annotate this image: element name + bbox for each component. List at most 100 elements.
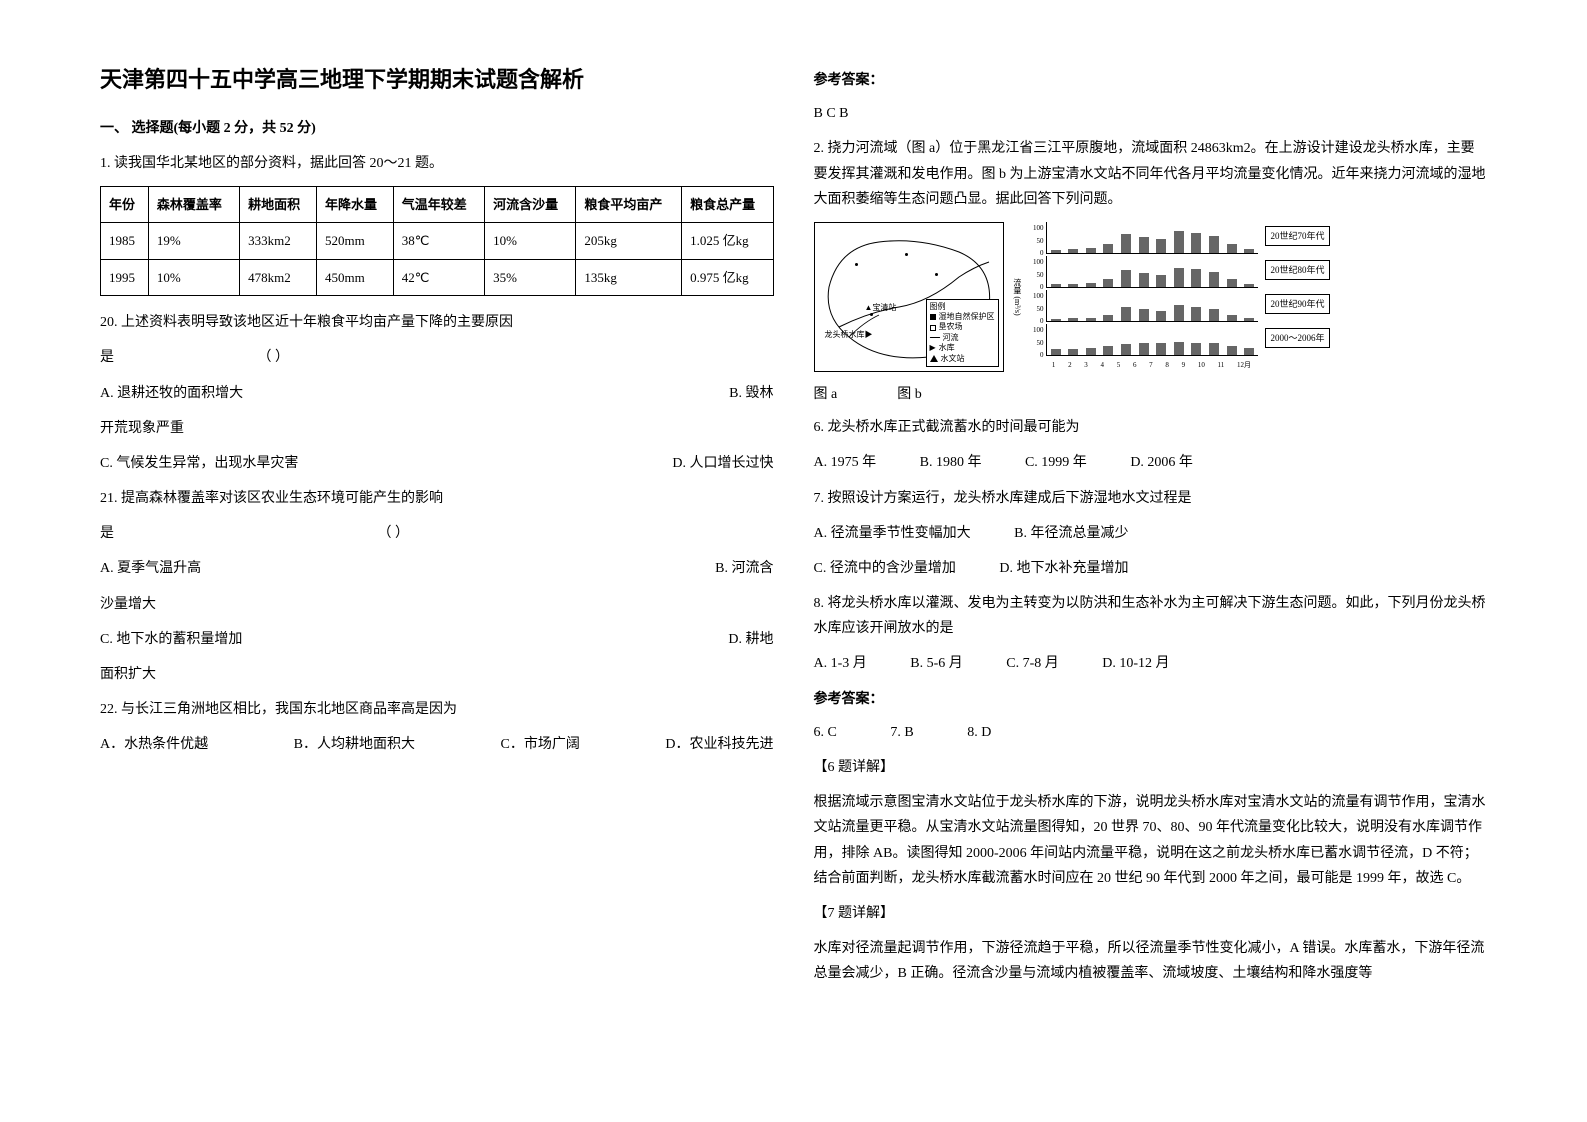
chart-bar — [1191, 269, 1201, 287]
legend-item: 湿地自然保护区 — [939, 312, 995, 322]
chart-bar — [1051, 284, 1061, 286]
q21-opt-b-tail: 沙量增大 — [100, 592, 774, 617]
table-row: 1995 10% 478km2 450mm 42℃ 35% 135kg 0.97… — [101, 259, 774, 295]
chart-bar — [1156, 343, 1166, 355]
x-tick: 1 — [1052, 359, 1056, 372]
cell: 0.975 亿kg — [682, 259, 773, 295]
cell: 35% — [485, 259, 576, 295]
q7-opt-b: B. 年径流总量减少 — [1014, 526, 1128, 541]
chart-bar — [1121, 270, 1131, 287]
cell: 10% — [485, 223, 576, 259]
cell: 333km2 — [240, 223, 317, 259]
q20-stem-a: 20. 上述资料表明导致该地区近十年粮食平均亩产量下降的主要原因 — [100, 310, 774, 335]
mini-chart-row: 10050020世纪80年代 — [1024, 256, 1258, 288]
explain-6-body: 根据流域示意图宝清水文站位于龙头桥水库的下游，说明龙头桥水库对宝清水文站的流量有… — [814, 790, 1488, 891]
figure-a-map: ▲宝清站 龙头桥水库▶ 图例 湿地自然保护区 垦农场 河流 ▶水库 水文站 — [814, 222, 1004, 372]
q21-opt-b: B. 河流含 — [715, 556, 773, 581]
cell: 42℃ — [393, 259, 484, 295]
chart-bar — [1244, 348, 1254, 355]
x-tick: 4 — [1101, 359, 1105, 372]
col-sand: 河流含沙量 — [485, 186, 576, 222]
chart-bar — [1068, 318, 1078, 320]
chart-bar — [1174, 342, 1184, 355]
decade-label: 20世纪70年代 — [1265, 226, 1329, 246]
col-yield: 粮食平均亩产 — [576, 186, 682, 222]
charts-y-label: 流量 (m³/s) — [1010, 278, 1024, 315]
chart-bar — [1051, 250, 1061, 253]
chart-bar — [1139, 343, 1149, 355]
chart-bar — [1156, 311, 1166, 321]
x-tick: 11 — [1218, 359, 1225, 372]
legend-square-icon — [930, 325, 936, 331]
answer-heading-2: 参考答案： — [814, 687, 1488, 712]
chart-bar — [1103, 279, 1113, 287]
q8-stem: 8. 将龙头桥水库以灌溉、发电为主转变为以防洪和生态补水为主可解决下游生态问题。… — [814, 591, 1488, 641]
decade-label: 20世纪90年代 — [1265, 294, 1329, 314]
col-total: 粮食总产量 — [682, 186, 773, 222]
x-tick: 6 — [1133, 359, 1137, 372]
chart-bar — [1209, 236, 1219, 253]
chart-bar — [1174, 231, 1184, 253]
col-forest: 森林覆盖率 — [148, 186, 239, 222]
q7-stem: 7. 按照设计方案运行，龙头桥水库建成后下游湿地水文过程是 — [814, 486, 1488, 511]
cell: 1985 — [101, 223, 149, 259]
chart-bar — [1068, 249, 1078, 253]
col-temp: 气温年较差 — [393, 186, 484, 222]
q6-opt-b: B. 1980 年 — [920, 455, 982, 470]
chart-bar — [1121, 307, 1131, 321]
q20-stem-b-text: 是 — [100, 350, 114, 365]
q6-opt-c: C. 1999 年 — [1025, 455, 1087, 470]
data-table: 年份 森林覆盖率 耕地面积 年降水量 气温年较差 河流含沙量 粮食平均亩产 粮食… — [100, 186, 774, 296]
map-dot — [855, 263, 858, 266]
cell: 450mm — [316, 259, 393, 295]
chart-bar — [1244, 249, 1254, 253]
chart-bar — [1227, 279, 1237, 287]
explain-7-body: 水库对径流量起调节作用，下游径流趋于平稳，所以径流量季节性变化减小，A 错误。水… — [814, 936, 1488, 986]
q22-opt-d: D．农业科技先进 — [665, 732, 773, 757]
mini-chart-row: 10050020世纪70年代 — [1024, 222, 1258, 254]
legend-triangle-icon — [930, 355, 938, 362]
chart-plot: 20世纪70年代 — [1046, 222, 1258, 254]
chart-bar — [1227, 244, 1237, 253]
cell: 10% — [148, 259, 239, 295]
chart-bar — [1121, 344, 1131, 355]
chart-bar — [1139, 237, 1149, 253]
chart-bar — [1103, 244, 1113, 253]
figure-b-charts: 流量 (m³/s) 10050020世纪70年代10050020世纪80年代10… — [1024, 222, 1334, 372]
q22-opt-b: B．人均耕地面积大 — [294, 732, 415, 757]
q21-opt-c: C. 地下水的蓄积量增加 — [100, 627, 728, 652]
q21-stem-b-text: 是 — [100, 526, 114, 541]
q20-opt-c: C. 气候发生异常，出现水旱灾害 — [100, 451, 672, 476]
legend-item: 河流 — [943, 333, 959, 343]
explain-7-head: 【7 题详解】 — [814, 901, 1488, 926]
explain-6-head: 【6 题详解】 — [814, 755, 1488, 780]
q21-stem-b: 是 （ ） — [100, 521, 774, 546]
map-dot — [935, 273, 938, 276]
chart-bar — [1156, 275, 1166, 287]
cell: 1995 — [101, 259, 149, 295]
chart-plot: 2000～2006年 — [1046, 324, 1258, 356]
q8-opt-b: B. 5-6 月 — [910, 656, 963, 671]
decade-label: 20世纪80年代 — [1265, 260, 1329, 280]
chart-bar — [1209, 272, 1219, 287]
cell: 478km2 — [240, 259, 317, 295]
q21-paren: （ ） — [378, 526, 410, 541]
legend-river-icon — [929, 337, 939, 338]
legend-item: 垦农场 — [939, 322, 963, 332]
section-1-heading: 一、 选择题(每小题 2 分，共 52 分) — [100, 116, 774, 141]
chart-bar — [1174, 268, 1184, 287]
decade-label: 2000～2006年 — [1265, 328, 1329, 348]
col-year: 年份 — [101, 186, 149, 222]
chart-bar — [1068, 284, 1078, 287]
q20-opt-b-tail: 开荒现象严重 — [100, 416, 774, 441]
chart-bar — [1191, 233, 1201, 253]
q8-opt-a: A. 1-3 月 — [814, 656, 867, 671]
answer-heading-1: 参考答案： — [814, 68, 1488, 93]
x-tick: 9 — [1182, 359, 1186, 372]
cell: 1.025 亿kg — [682, 223, 773, 259]
figure-row: ▲宝清站 龙头桥水库▶ 图例 湿地自然保护区 垦农场 河流 ▶水库 水文站 流量… — [814, 222, 1488, 372]
answer-6: 6. C — [814, 725, 837, 740]
y-axis: 100500 — [1024, 324, 1046, 356]
chart-bar — [1086, 283, 1096, 287]
chart-bar — [1051, 319, 1061, 321]
